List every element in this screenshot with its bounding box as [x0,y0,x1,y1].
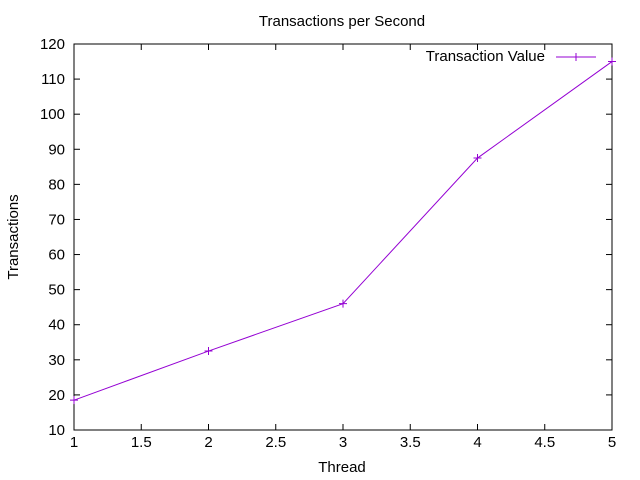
x-tick-label: 3 [339,434,347,451]
x-tick-label: 1 [70,434,78,451]
x-tick-label: 4 [473,434,481,451]
y-tick-label: 110 [41,71,65,88]
y-tick-label: 20 [48,387,65,404]
y-tick-label: 120 [40,36,65,53]
x-tick-label: 2.5 [265,434,286,451]
data-point-marker [608,57,616,66]
legend-label-transaction-value: Transaction Value [426,48,545,65]
legend: Transaction Value [426,48,596,65]
plot-area-border [73,43,613,431]
x-tick-label: 5 [608,434,616,451]
y-tick-label: 60 [48,247,65,264]
x-axis-ticks: 1 1.5 2 2.5 3 3.5 4 4.5 5 [70,44,616,451]
y-tick-label: 100 [40,106,65,123]
x-tick-label: 3.5 [400,434,421,451]
y-tick-label: 90 [48,141,65,158]
y-tick-label: 80 [48,176,65,193]
data-point-marker [204,347,213,356]
x-tick-label: 4.5 [534,434,555,451]
y-tick-label: 40 [48,317,65,334]
x-tick-label: 2 [204,434,212,451]
series-line [73,61,613,401]
chart-title: Transactions per Second [259,13,425,30]
y-tick-label: 50 [48,282,65,299]
x-tick-label: 1.5 [131,434,152,451]
y-tick-label: 10 [48,422,65,439]
data-point-marker [70,396,78,405]
y-axis-ticks: 10 20 30 40 50 60 70 80 90 100 110 120 [40,36,612,439]
series-layer [70,57,616,405]
y-tick-label: 70 [48,211,65,228]
y-tick-label: 30 [48,352,65,369]
data-point-marker [339,299,347,308]
legend-marker-sample [572,53,580,61]
data-point-marker [473,154,482,163]
y-axis-title: Transactions [5,194,22,279]
x-axis-title: Thread [318,459,366,476]
